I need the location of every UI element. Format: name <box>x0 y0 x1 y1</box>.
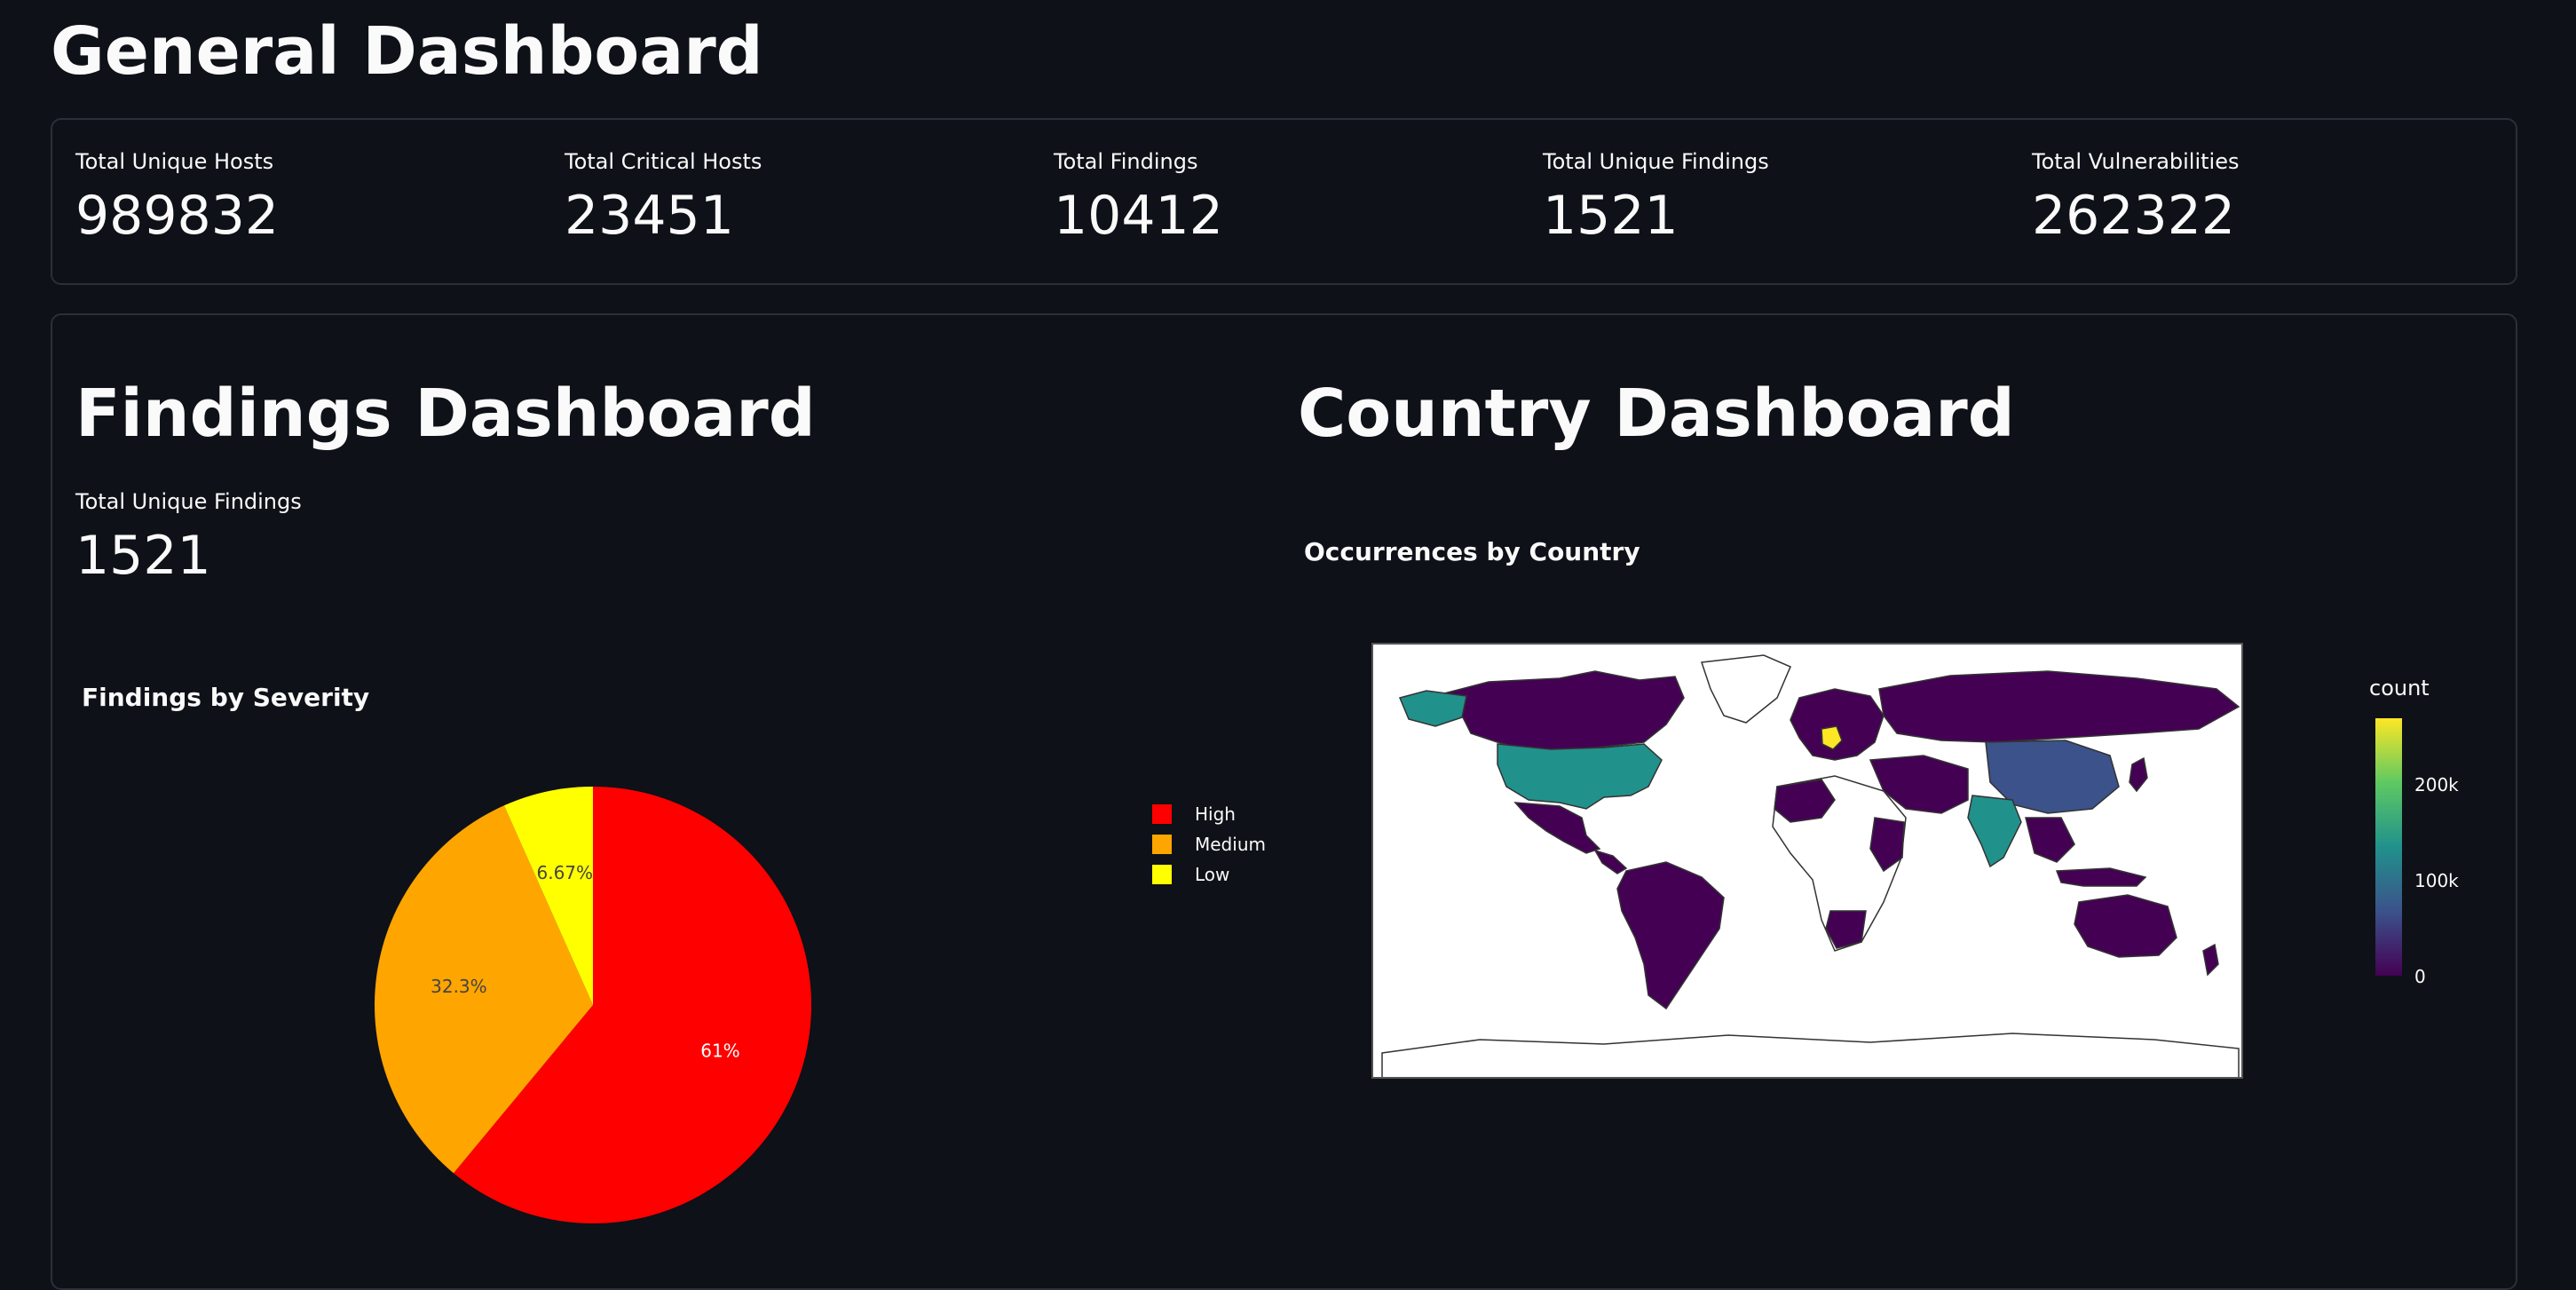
pie-label-low: 6.67% <box>536 862 593 883</box>
legend-label: Medium <box>1195 834 1266 855</box>
legend-swatch-high <box>1152 804 1172 824</box>
legend-swatch-medium <box>1152 835 1172 854</box>
metric-label: Total Unique Hosts <box>75 149 274 174</box>
pie-slice-low[interactable] <box>503 787 593 1005</box>
pie-chart-title: Findings by Severity <box>82 683 370 712</box>
pie-slice-high[interactable] <box>453 787 812 1223</box>
metric-total-critical-hosts: Total Critical Hosts 23451 <box>565 146 762 251</box>
map-region-europe[interactable] <box>1790 688 1885 761</box>
legend-item-low[interactable]: Low <box>1152 859 1266 890</box>
legend-swatch-low <box>1152 865 1172 884</box>
map-region-indonesia[interactable] <box>2055 867 2147 887</box>
metric-value: 23451 <box>565 185 734 247</box>
map-region-middle-east[interactable] <box>1869 755 1969 814</box>
map-region-japan[interactable] <box>2129 756 2148 793</box>
metric-total-findings: Total Findings 10412 <box>1054 146 1223 251</box>
legend-item-medium[interactable]: Medium <box>1152 829 1266 859</box>
legend-label: Low <box>1195 864 1230 885</box>
map-region-china[interactable] <box>1985 740 2120 814</box>
metric-value: 989832 <box>75 185 280 247</box>
map-region-south-america[interactable] <box>1616 861 1725 1010</box>
metric-total-unique-findings: Total Unique Findings 1521 <box>1543 146 1769 251</box>
map-region-alaska[interactable] <box>1398 690 1467 727</box>
severity-pie-chart[interactable]: 61% 32.3% 6.67% <box>355 764 817 1225</box>
map-region-russia[interactable] <box>1878 670 2240 743</box>
pie-label-medium: 32.3% <box>431 976 487 997</box>
map-region-north-africa[interactable] <box>1774 779 1836 823</box>
metric-total-unique-hosts: Total Unique Hosts 989832 <box>75 146 279 251</box>
map-region-central-america[interactable] <box>1593 849 1628 875</box>
metric-label: Total Unique Findings <box>1543 149 1769 174</box>
map-region-east-africa[interactable] <box>1869 817 1905 873</box>
summary-metrics-card: Total Unique Hosts 989832 Total Critical… <box>51 118 2517 285</box>
metric-total-vulnerabilities: Total Vulnerabilities 262322 <box>2032 146 2239 251</box>
map-region-southeast-asia[interactable] <box>2025 817 2075 863</box>
page-title: General Dashboard <box>51 13 763 90</box>
legend-label: High <box>1195 803 1236 825</box>
world-choropleth-map[interactable] <box>1371 643 2243 1079</box>
legend-item-high[interactable]: High <box>1152 799 1266 829</box>
metric-label: Total Vulnerabilities <box>2032 149 2240 174</box>
map-region-canada[interactable] <box>1442 670 1685 752</box>
metric-label: Total Critical Hosts <box>565 149 763 174</box>
findings-dashboard-title: Findings Dashboard <box>75 376 816 452</box>
map-region-new-zealand[interactable] <box>2202 943 2219 977</box>
metric-value: 262322 <box>2032 185 2236 247</box>
colorbar-tick-0: 0 <box>2414 966 2426 987</box>
map-chart-title: Occurrences by Country <box>1304 537 1640 566</box>
metric-value: 1521 <box>1543 185 1679 247</box>
pie-legend: High Medium Low <box>1152 799 1266 890</box>
map-region-greenland[interactable] <box>1700 654 1791 724</box>
colorbar-tick-100k: 100k <box>2414 870 2459 891</box>
pie-label-high: 61% <box>700 1041 739 1062</box>
metric-label: Total Unique Findings <box>75 489 302 514</box>
world-map-svg <box>1381 654 2240 1079</box>
map-region-antarctica[interactable] <box>1381 1033 2240 1079</box>
map-region-usa[interactable] <box>1497 743 1663 810</box>
colorbar-tick-200k: 200k <box>2414 774 2459 795</box>
map-region-mexico[interactable] <box>1513 802 1601 854</box>
map-region-india[interactable] <box>1967 795 2022 868</box>
map-region-germany[interactable] <box>1821 725 1843 750</box>
colorbar-title: count <box>2369 676 2430 700</box>
metric-value: 1521 <box>75 525 211 587</box>
metric-findings-unique: Total Unique Findings 1521 <box>75 487 302 591</box>
map-region-australia[interactable] <box>2074 894 2177 958</box>
country-dashboard-title: Country Dashboard <box>1298 376 2015 452</box>
pie-slice-medium[interactable] <box>374 805 593 1174</box>
metric-label: Total Findings <box>1054 149 1198 174</box>
map-region-south-africa[interactable] <box>1825 910 1867 949</box>
colorbar-gradient <box>2375 718 2402 976</box>
metric-value: 10412 <box>1054 185 1223 247</box>
